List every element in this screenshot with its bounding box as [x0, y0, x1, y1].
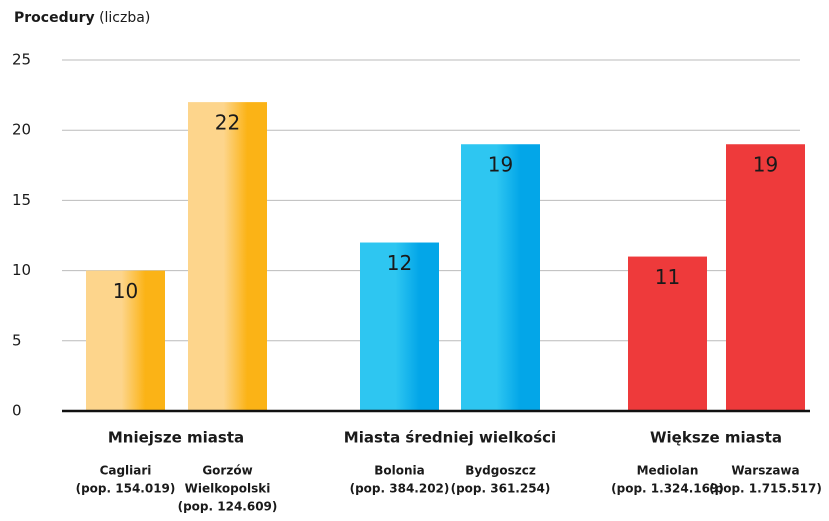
value-label: 19	[753, 153, 778, 177]
y-tick-label: 15	[12, 191, 31, 209]
value-label: 19	[488, 153, 513, 177]
bar	[86, 270, 165, 411]
group-label: Mniejsze miasta	[108, 429, 244, 447]
value-label: 10	[113, 279, 138, 303]
chart-subtitle: (liczba)	[99, 10, 150, 26]
group-label: Większe miasta	[650, 429, 782, 447]
category-label: (pop. 154.019)	[76, 482, 176, 496]
category-label: (pop. 1.324.169)	[611, 482, 724, 496]
category-label: Cagliari	[100, 464, 152, 478]
chart-title: Procedury	[14, 10, 95, 26]
category-label: Wielkopolski	[185, 482, 271, 496]
bar	[360, 242, 439, 411]
category-label: (pop. 1.715.517)	[709, 482, 822, 496]
chart-title-line: Procedury (liczba)	[14, 10, 150, 26]
category-label: Bydgoszcz	[465, 464, 536, 478]
bar	[461, 144, 540, 412]
bar	[726, 144, 805, 412]
y-tick-label: 10	[12, 261, 31, 279]
category-label: (pop. 361.254)	[451, 482, 551, 496]
category-label: Bolonia	[374, 464, 425, 478]
group-label: Miasta średniej wielkości	[344, 429, 556, 447]
category-label: (pop. 384.202)	[350, 482, 450, 496]
y-tick-label: 5	[12, 331, 22, 349]
category-label: (pop. 124.609)	[178, 500, 278, 514]
bar	[628, 256, 707, 411]
value-label: 11	[655, 265, 680, 289]
category-label: Mediolan	[637, 464, 699, 478]
value-label: 12	[387, 251, 412, 275]
category-label: Warszawa	[731, 464, 799, 478]
bar	[188, 102, 267, 412]
y-tick-label: 0	[12, 402, 22, 420]
value-label: 22	[215, 111, 240, 135]
y-tick-label: 20	[12, 121, 31, 139]
category-label: Gorzów	[202, 464, 252, 478]
y-tick-label: 25	[12, 51, 31, 69]
